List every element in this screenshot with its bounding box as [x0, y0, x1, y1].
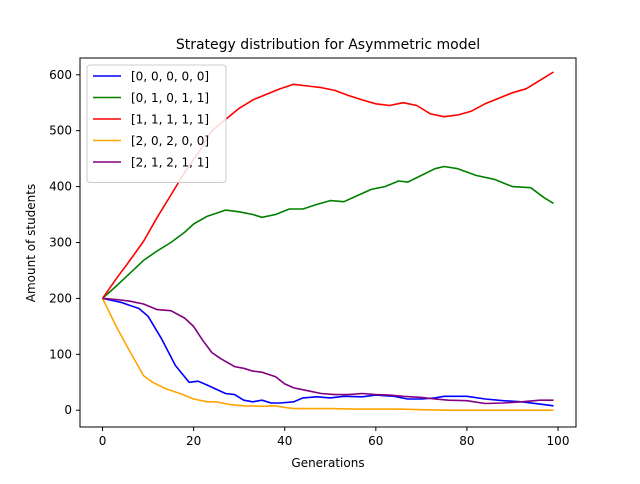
y-axis-label: Amount of students: [24, 184, 38, 302]
x-tick-label: 100: [547, 434, 570, 448]
y-tick-label: 600: [49, 68, 72, 82]
series-line: [101, 298, 554, 412]
series-line: [101, 71, 554, 299]
series-lines: [101, 71, 554, 412]
axis-ticks: 0 20 40 60 80 100 0 100 200 300 400 500 600: [49, 68, 569, 448]
legend: [0, 0, 0, 0, 0] [0, 1, 0, 1, 1] [1, 1, 1, …: [86, 64, 227, 183]
y-tick-label: 200: [49, 291, 72, 305]
x-tick-label: 40: [277, 434, 292, 448]
y-tick-label: 100: [49, 347, 72, 361]
legend-label: [2, 0, 2, 0, 0]: [131, 134, 209, 148]
x-tick-label: 0: [99, 434, 107, 448]
x-tick-label: 20: [186, 434, 201, 448]
legend-label: [0, 1, 0, 1, 1]: [131, 91, 209, 105]
y-tick-label: 0: [64, 403, 72, 417]
legend-label: [1, 1, 1, 1, 1]: [131, 113, 209, 127]
x-tick-label: 60: [368, 434, 383, 448]
series-line: [102, 297, 554, 407]
legend-label: [0, 0, 0, 0, 0]: [131, 70, 209, 84]
axes-frame: [79, 57, 577, 428]
series-line: [102, 297, 554, 405]
y-tick-label: 400: [49, 180, 72, 194]
y-tick-label: 500: [49, 124, 72, 138]
chart-title: Strategy distribution for Asymmetric mod…: [176, 37, 480, 53]
legend-box: [86, 64, 227, 183]
series-line: [101, 165, 554, 299]
x-axis-label: Generations: [291, 456, 364, 470]
x-tick-label: 80: [459, 434, 474, 448]
y-tick-label: 300: [49, 236, 72, 250]
legend-label: [2, 1, 2, 1, 1]: [131, 156, 209, 170]
